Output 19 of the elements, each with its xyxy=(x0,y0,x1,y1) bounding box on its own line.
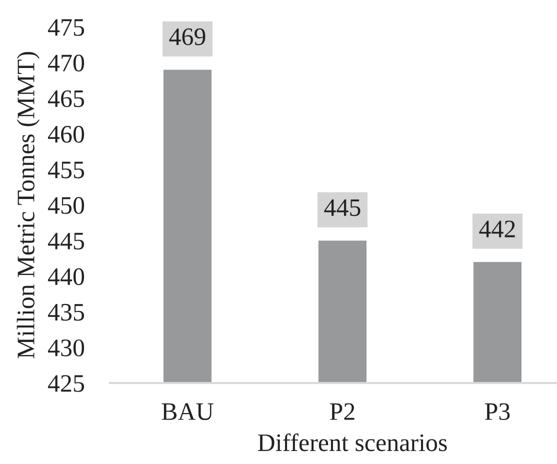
data-label: 445 xyxy=(324,199,360,216)
y-tick-label: 465 xyxy=(48,90,84,108)
y-axis-title: Million Metric Tonnes (MMT) xyxy=(16,52,40,358)
y-tick-label: 450 xyxy=(48,197,84,214)
y-tick-label: 435 xyxy=(48,304,84,321)
data-label: 469 xyxy=(169,28,206,46)
x-tick-label: BAU xyxy=(162,403,214,420)
y-tick-label: 470 xyxy=(48,54,84,72)
y-tick-label: 460 xyxy=(48,126,84,143)
y-tick-label: 445 xyxy=(48,232,84,250)
y-tick-label: 430 xyxy=(48,339,84,356)
y-tick-label: 440 xyxy=(48,268,84,286)
x-tick-label: P3 xyxy=(485,403,510,420)
x-axis-title: Different scenarios xyxy=(258,433,447,452)
data-label: 442 xyxy=(479,220,515,238)
x-tick-label: P2 xyxy=(330,403,354,420)
y-tick-label: 455 xyxy=(48,162,84,178)
y-tick-label: 425 xyxy=(48,375,84,392)
y-tick-label: 475 xyxy=(48,19,84,36)
